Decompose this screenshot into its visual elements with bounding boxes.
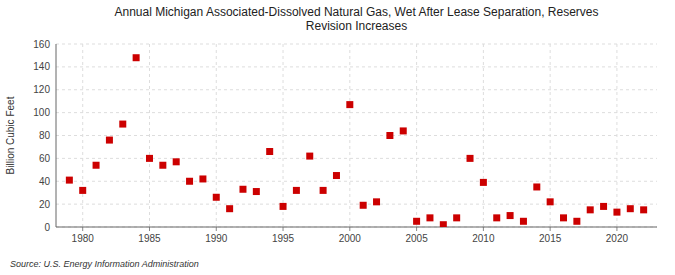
grid-line-x [483,44,484,227]
point [173,158,180,165]
point [213,194,220,201]
y-tick-label: 40 [39,176,51,187]
grid-line-x [82,44,83,227]
point [79,187,86,194]
point [320,187,327,194]
x-tick [550,227,551,231]
x-tick-label: 2020 [606,233,629,244]
point [373,198,380,205]
title: Annual Michigan Associated-Dissolved Nat… [114,5,598,33]
point [293,187,300,194]
y-axis-line [56,44,57,227]
point [333,172,340,179]
point [587,206,594,213]
point [93,162,100,169]
grid-line-x [416,44,417,227]
point [239,186,246,193]
x-tick [349,227,350,231]
x-tick [616,227,617,231]
point [413,218,420,225]
title-line: Annual Michigan Associated-Dissolved Nat… [114,5,598,19]
point [426,214,433,221]
x-tick-label: 1990 [205,233,228,244]
point [547,198,554,205]
grid-line-y [56,135,657,136]
point [600,203,607,210]
y-tick-label: 100 [33,107,50,118]
point [133,54,140,61]
x-axis-line [56,227,657,228]
point [266,148,273,155]
x-tick [483,227,484,231]
grid-line-y [56,66,657,67]
grid-line-y [56,89,657,90]
y-tick-label: 140 [33,61,50,72]
point [280,203,287,210]
chart-container: Annual Michigan Associated-Dissolved Nat… [0,0,675,275]
x-tick-label: 1980 [72,233,95,244]
point [66,177,73,184]
point [467,155,474,162]
grid [56,44,657,227]
point [480,179,487,186]
point [560,214,567,221]
point [159,162,166,169]
y-tick-label: 120 [33,84,50,95]
point [146,155,153,162]
grid-line-y [56,181,657,182]
point [306,153,313,160]
point [106,137,113,144]
point [253,188,260,195]
point [453,214,460,221]
grid-line-x [616,44,617,227]
point [226,205,233,212]
y-tick-label: 0 [44,222,50,233]
point [346,101,353,108]
y-tick-label: 160 [33,39,50,50]
point [533,183,540,190]
point [627,205,634,212]
x-tick [283,227,284,231]
y-tick-label: 60 [39,153,51,164]
x-tick [216,227,217,231]
y-tick-label: 80 [39,130,51,141]
title-line: Revision Increases [306,19,407,33]
point [493,214,500,221]
point [386,132,393,139]
point [507,212,514,219]
x-tick-label: 2015 [539,233,562,244]
point [360,202,367,209]
point [440,221,447,227]
grid-line-x [149,44,150,227]
x-tick-label: 2000 [339,233,362,244]
points [66,54,647,227]
grid-line-y [56,112,657,113]
grid-line-y [56,204,657,205]
point [119,121,126,128]
x-tick-label: 1985 [138,233,161,244]
x-tick-label: 2010 [472,233,495,244]
point [186,178,193,185]
point [640,206,647,213]
y-tick-label: 20 [39,199,51,210]
grid-line-y [56,227,657,228]
chart-svg: Annual Michigan Associated-Dissolved Nat… [0,0,675,275]
point [613,209,620,216]
point [573,218,580,225]
grid-line-x [283,44,284,227]
y-axis-label: Billion Cubic Feet [5,96,16,174]
grid-line-y [56,44,657,45]
x-tick-label: 2005 [405,233,428,244]
x-tick [416,227,417,231]
x-tick [82,227,83,231]
x-tick [149,227,150,231]
point [400,127,407,134]
source-annotation: Source: U.S. Energy Information Administ… [10,259,199,269]
x-tick-label: 1995 [272,233,295,244]
grid-line-x [349,44,350,227]
point [520,218,527,225]
point [199,175,206,182]
